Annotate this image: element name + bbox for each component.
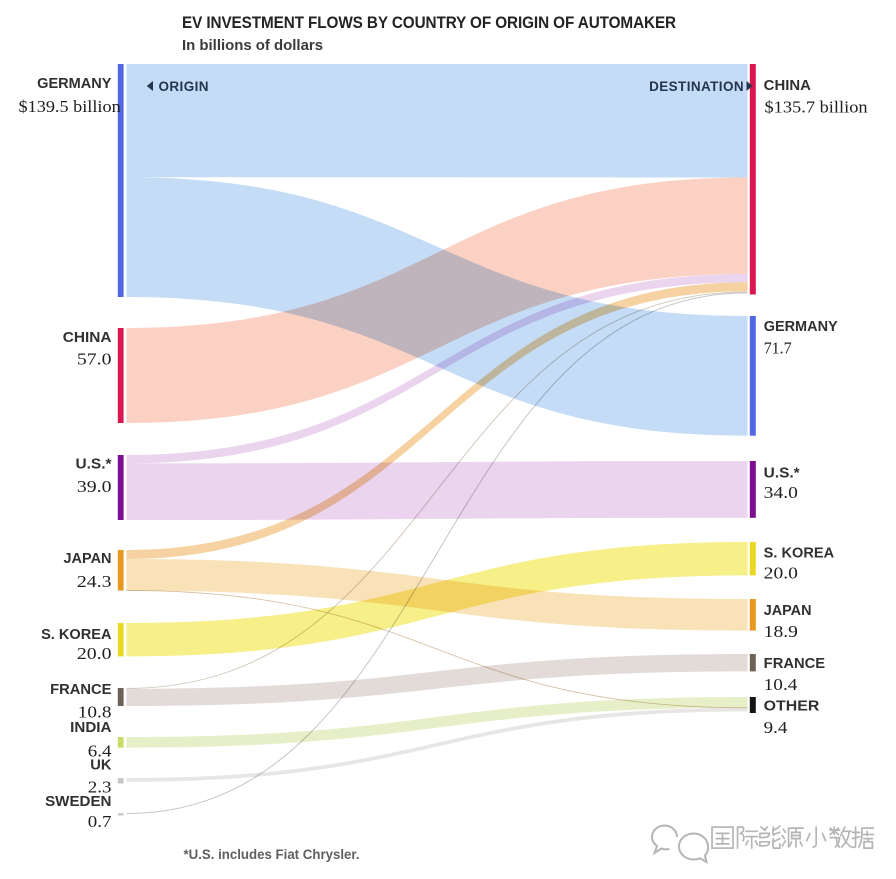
svg-text:24.3: 24.3 <box>77 572 112 591</box>
svg-text:GERMANY: GERMANY <box>37 76 112 92</box>
svg-text:57.0: 57.0 <box>77 350 112 369</box>
svg-text:SWEDEN: SWEDEN <box>45 794 111 810</box>
svg-text:U.S.*: U.S.* <box>76 457 112 473</box>
svg-text:ORIGIN: ORIGIN <box>159 79 209 94</box>
svg-text:10.4: 10.4 <box>764 675 798 694</box>
svg-text:18.9: 18.9 <box>764 622 798 641</box>
svg-text:2.3: 2.3 <box>88 778 112 797</box>
svg-text:U.S.*: U.S.* <box>764 466 800 482</box>
svg-text:10.8: 10.8 <box>78 703 112 722</box>
svg-text:FRANCE: FRANCE <box>50 682 112 698</box>
svg-text:GERMANY: GERMANY <box>764 319 838 335</box>
svg-text:20.0: 20.0 <box>764 564 798 583</box>
svg-text:UK: UK <box>90 758 112 774</box>
svg-text:S. KOREA: S. KOREA <box>764 546 835 562</box>
svg-text:S. KOREA: S. KOREA <box>41 627 112 643</box>
svg-text:FRANCE: FRANCE <box>764 656 826 672</box>
svg-text:71.7: 71.7 <box>764 339 792 358</box>
svg-text:In billions of dollars: In billions of dollars <box>182 38 323 54</box>
svg-text:6.4: 6.4 <box>88 742 112 761</box>
svg-text:CHINA: CHINA <box>764 78 812 94</box>
svg-text:*U.S. includes Fiat Chrysler.: *U.S. includes Fiat Chrysler. <box>184 847 360 862</box>
svg-text:JAPAN: JAPAN <box>764 603 812 619</box>
svg-text:OTHER: OTHER <box>764 699 820 715</box>
svg-text:$135.7 billion: $135.7 billion <box>765 98 869 117</box>
svg-text:EV INVESTMENT FLOWS BY COUNTRY: EV INVESTMENT FLOWS BY COUNTRY OF ORIGIN… <box>182 14 676 32</box>
svg-text:20.0: 20.0 <box>77 644 112 663</box>
svg-text:DESTINATION: DESTINATION <box>649 79 744 94</box>
svg-text:CHINA: CHINA <box>63 330 112 346</box>
svg-text:0.7: 0.7 <box>88 812 112 831</box>
svg-text:9.4: 9.4 <box>764 718 788 737</box>
svg-text:34.0: 34.0 <box>764 483 798 502</box>
svg-text:$139.5 billion: $139.5 billion <box>19 97 122 116</box>
svg-text:JAPAN: JAPAN <box>64 551 112 567</box>
svg-text:39.0: 39.0 <box>77 477 112 496</box>
svg-text:INDIA: INDIA <box>70 720 112 736</box>
